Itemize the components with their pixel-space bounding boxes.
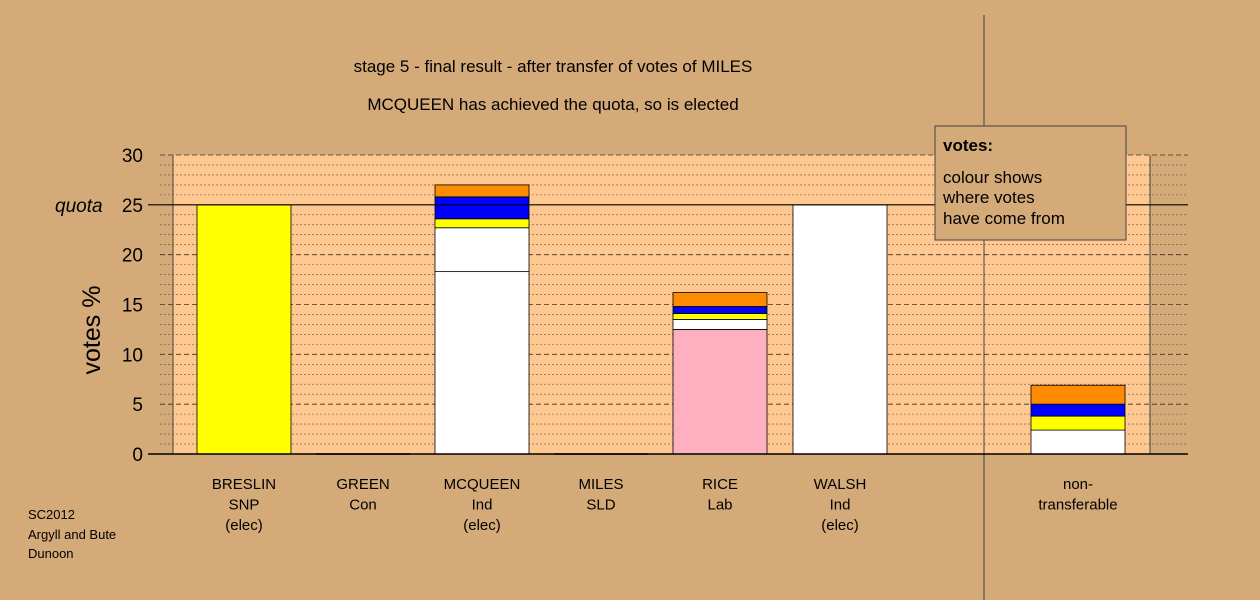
- chart-title: stage 5 - final result - after transfer …: [354, 57, 753, 76]
- candidate-label-walsh: Ind: [830, 497, 851, 514]
- bar-segment-nontransferable: [1030, 429, 1126, 455]
- bar-segment-rice: [672, 329, 768, 455]
- bar-segment-nontransferable: [1030, 384, 1126, 405]
- bar-segment-rice: [672, 306, 768, 314]
- bar-segment-mcqueen: [434, 184, 530, 198]
- nontransferable-label: non-: [1063, 476, 1093, 493]
- quota-label: quota: [55, 196, 103, 217]
- candidate-label-mcqueen: (elec): [463, 517, 501, 534]
- y-tick-label: 25: [122, 196, 143, 217]
- chart-subtitle: MCQUEEN has achieved the quota, so is el…: [367, 95, 738, 114]
- bar-segment-rice: [672, 292, 768, 307]
- legend-line: where votes: [942, 188, 1035, 207]
- candidate-label-walsh: (elec): [821, 517, 859, 534]
- y-axis-ticks: 0 5 10 15 20 25 30: [122, 146, 143, 466]
- bar-segment-walsh: [792, 204, 888, 455]
- bar-segment-breslin: [196, 204, 292, 455]
- nontransferable-label: transferable: [1038, 497, 1117, 514]
- legend-line: colour shows: [943, 168, 1042, 187]
- x-axis-labels: BRESLIN SNP (elec) GREEN Con MCQUEEN Ind (elec)…: [212, 476, 1118, 534]
- bar-segment-mcqueen: [434, 218, 530, 229]
- candidate-label-mcqueen: MCQUEEN: [444, 476, 521, 493]
- bar-segment-nontransferable: [1030, 403, 1126, 417]
- footer-line: Dunoon: [28, 546, 74, 561]
- bar-segment-mcqueen: [434, 227, 530, 273]
- legend-title: votes:: [943, 136, 993, 155]
- bar-segment-rice: [672, 313, 768, 320]
- candidate-label-green: GREEN: [336, 476, 389, 493]
- candidate-label-miles: MILES: [578, 476, 623, 493]
- y-tick-label: 10: [122, 345, 143, 366]
- candidate-label-breslin: BRESLIN: [212, 476, 276, 493]
- candidate-label-breslin: SNP: [229, 497, 260, 514]
- candidate-label-walsh: WALSH: [814, 476, 867, 493]
- legend: votes: colour shows where votes have com…: [934, 125, 1127, 241]
- candidate-label-breslin: (elec): [225, 517, 263, 534]
- candidate-label-rice: Lab: [707, 497, 732, 514]
- legend-box: [934, 125, 1127, 241]
- bars: [196, 184, 1126, 455]
- bar-segment-mcqueen: [434, 271, 530, 455]
- y-axis-label: votes %: [78, 286, 106, 375]
- y-tick-label: 30: [122, 146, 143, 167]
- y-tick-label: 15: [122, 296, 143, 317]
- footer-line: Argyll and Bute: [28, 527, 116, 542]
- y-tick-label: 5: [132, 395, 143, 416]
- legend-line: have come from: [943, 209, 1065, 228]
- bar-segment-nontransferable: [1030, 415, 1126, 431]
- bar-segment-rice: [672, 319, 768, 330]
- candidate-label-mcqueen: Ind: [472, 497, 493, 514]
- y-tick-label: 20: [122, 246, 143, 267]
- y-tick-label: 0: [132, 445, 143, 466]
- candidate-label-miles: SLD: [586, 497, 615, 514]
- bar-segment-mcqueen: [434, 196, 530, 220]
- candidate-label-green: Con: [349, 497, 377, 514]
- footer-line: SC2012: [28, 507, 75, 522]
- candidate-label-rice: RICE: [702, 476, 738, 493]
